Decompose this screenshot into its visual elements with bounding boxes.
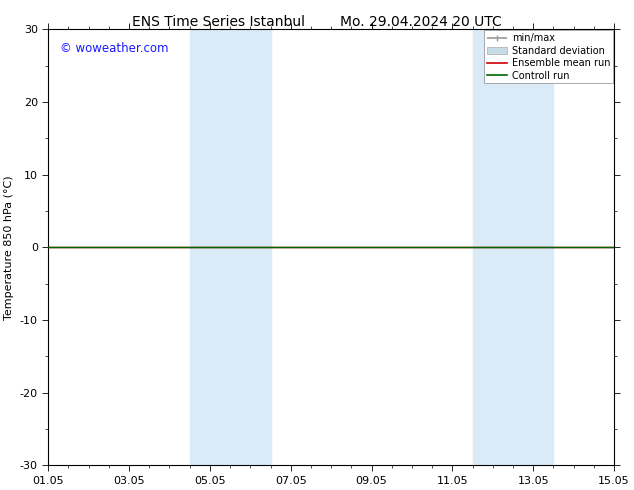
Text: ENS Time Series Istanbul        Mo. 29.04.2024 20 UTC: ENS Time Series Istanbul Mo. 29.04.2024 …	[132, 15, 502, 29]
Bar	[472, 29, 553, 465]
Y-axis label: Temperature 850 hPa (°C): Temperature 850 hPa (°C)	[4, 175, 14, 319]
Legend: min/max, Standard deviation, Ensemble mean run, Controll run: min/max, Standard deviation, Ensemble me…	[484, 30, 613, 83]
Bar	[190, 29, 271, 465]
Text: © woweather.com: © woweather.com	[60, 43, 168, 55]
